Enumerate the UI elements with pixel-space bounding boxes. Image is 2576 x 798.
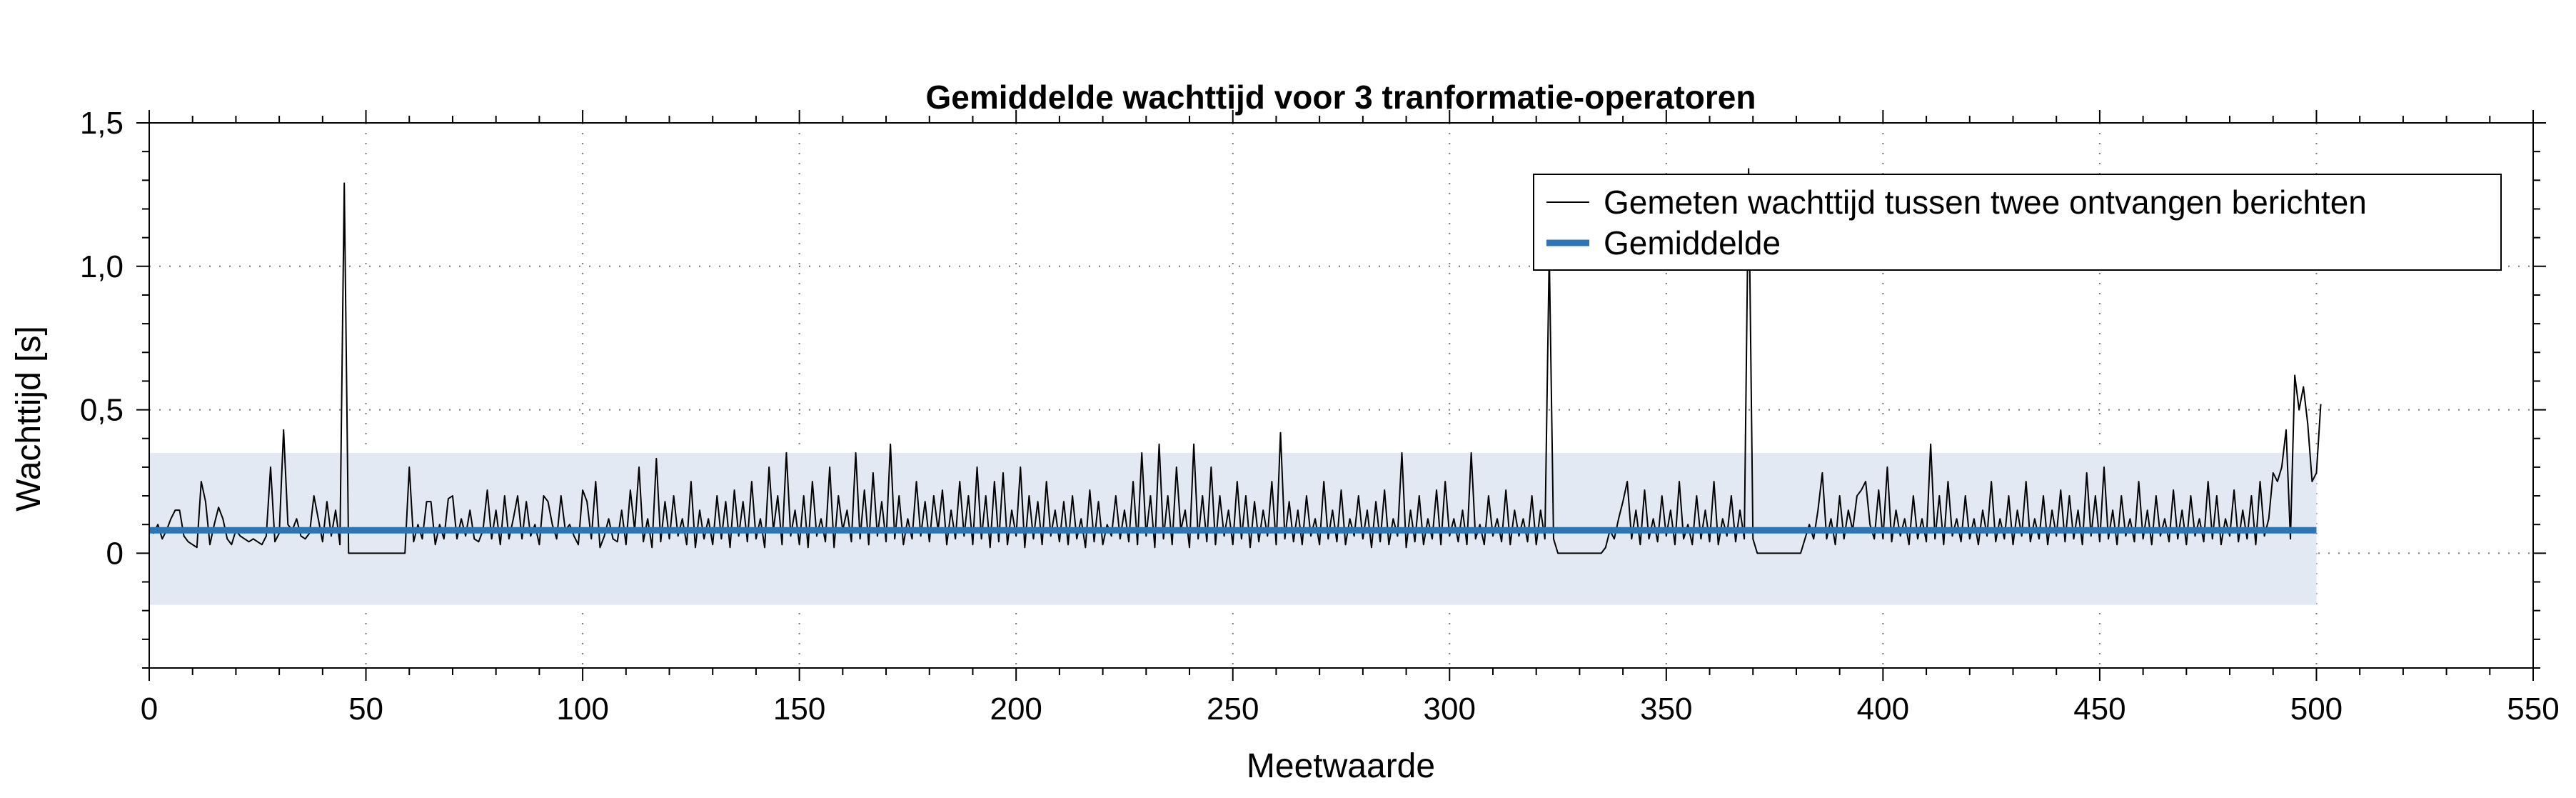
plot-frame bbox=[149, 122, 2534, 669]
legend: Gemeten wachttijd tussen twee ontvangen … bbox=[1533, 174, 2502, 271]
legend-label-measured: Gemeten wachttijd tussen twee ontvangen … bbox=[1604, 184, 2367, 221]
series-layer bbox=[149, 168, 2322, 554]
x-tick-label: 350 bbox=[1640, 692, 1692, 727]
x-tick-label: 500 bbox=[2290, 692, 2343, 727]
y-axis-label: Wachttijd [s] bbox=[10, 326, 48, 512]
x-tick-label: 400 bbox=[1857, 692, 1909, 727]
y-tick-label: 1,0 bbox=[80, 249, 124, 284]
x-tick-label: 250 bbox=[1207, 692, 1259, 727]
x-axis-label: Meetwaarde bbox=[1247, 747, 1435, 785]
x-tick-label: 100 bbox=[556, 692, 608, 727]
legend-label-mean: Gemiddelde bbox=[1604, 224, 1781, 261]
ticks-layer: 0 50 100 150 200 250 300 350 400 450 500 550 0 0,5 1,0… bbox=[80, 106, 2560, 727]
x-tick-label: 200 bbox=[990, 692, 1042, 727]
x-tick-label: 150 bbox=[773, 692, 825, 727]
x-tick-label: 0 bbox=[141, 692, 158, 727]
y-tick-label: 0 bbox=[106, 536, 124, 571]
legend-box bbox=[1533, 174, 2502, 271]
x-tick-label: 50 bbox=[348, 692, 383, 727]
x-tick-label: 450 bbox=[2073, 692, 2125, 727]
y-tick-label: 1,5 bbox=[80, 106, 124, 141]
x-tick-label: 550 bbox=[2507, 692, 2559, 727]
chart-title: Gemiddelde wachttijd voor 3 tranformatie… bbox=[926, 79, 1756, 116]
y-tick-label: 0,5 bbox=[80, 393, 124, 428]
x-tick-label: 300 bbox=[1424, 692, 1476, 727]
